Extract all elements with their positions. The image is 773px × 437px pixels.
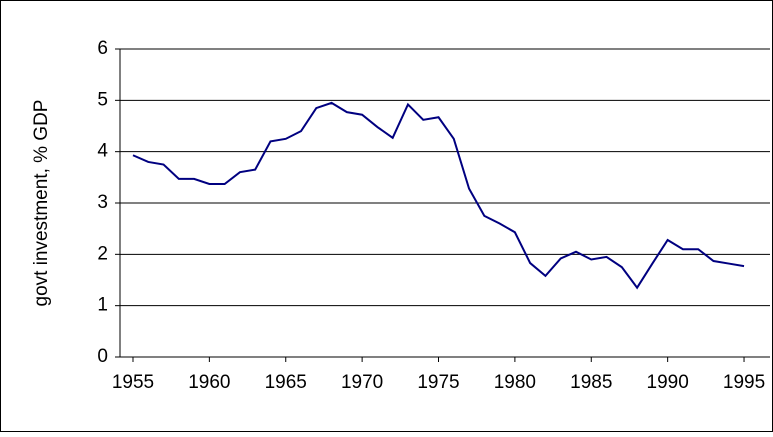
- data-line: [132, 101, 745, 290]
- y-tick-label: 3: [97, 192, 108, 213]
- x-tick-label: 1995: [723, 372, 765, 393]
- x-tick-label: 1970: [341, 372, 383, 393]
- y-tick-label: 2: [97, 243, 108, 264]
- y-tick-label: 0: [97, 346, 108, 367]
- x-tick-label: 1955: [112, 372, 154, 393]
- x-tick-label: 1985: [570, 372, 612, 393]
- x-tick-label: 1965: [265, 372, 307, 393]
- x-tick-label: 1960: [188, 372, 230, 393]
- y-axis-label: govt investment, % GDP: [31, 100, 52, 307]
- x-tick-label: 1975: [417, 372, 459, 393]
- y-tick-label: 4: [97, 141, 108, 162]
- y-tick-label: 1: [97, 295, 108, 316]
- y-tick-label: 5: [97, 89, 108, 110]
- y-tick-label: 6: [97, 38, 108, 59]
- x-tick-label: 1980: [494, 372, 536, 393]
- x-tick-label: 1990: [647, 372, 689, 393]
